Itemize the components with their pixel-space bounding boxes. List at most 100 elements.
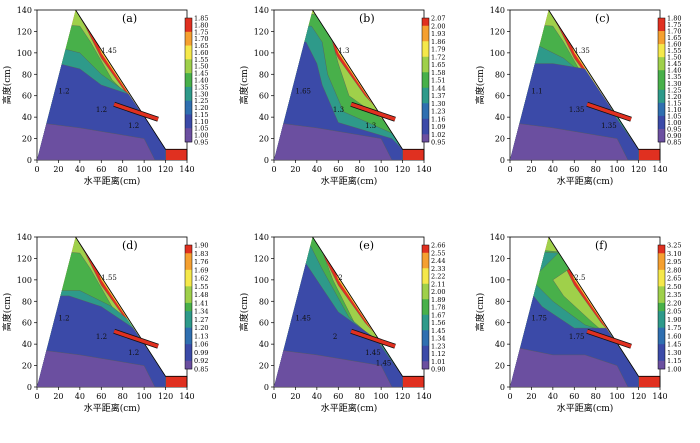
contour-label: 1.3	[333, 106, 344, 114]
y-tick-label: 140	[254, 6, 269, 15]
y-tick-label: 40	[259, 340, 269, 349]
contour-label: 1.75	[569, 333, 585, 341]
y-tick-label: 0	[27, 383, 32, 392]
colorbar-tick-label: 0.92	[194, 357, 208, 365]
x-tick-label: 0	[34, 165, 39, 174]
x-tick-label: 40	[548, 392, 558, 401]
x-tick-label: 40	[312, 165, 322, 174]
y-tick-label: 20	[495, 362, 505, 371]
panel-a: 1.45 1.2 1.2 1.2 (a) 0 20 40 60 80 100 120 140 0 20 40 6…	[1, 6, 208, 187]
panel-label: (b)	[359, 12, 375, 25]
x-tick-label: 120	[395, 165, 410, 174]
colorbar-tick-label: 2.07	[431, 15, 445, 23]
x-tick-label: 100	[137, 165, 152, 174]
colorbar-tick-label: 2.00	[431, 22, 445, 30]
colorbar-tick-label: 2.00	[431, 288, 445, 296]
x-tick-label: 0	[507, 392, 512, 401]
x-tick-label: 120	[395, 392, 410, 401]
colorbar: 3.253.102.952.802.652.502.352.202.051.90…	[657, 242, 681, 374]
y-tick-label: 100	[490, 49, 505, 58]
y-axis-label: 高度(cm)	[238, 293, 250, 332]
colorbar-tick-label: 0.95	[431, 139, 445, 147]
y-tick-label: 80	[22, 297, 32, 306]
x-tick-label: 140	[416, 165, 431, 174]
colorbar-tick-label: 1.78	[431, 304, 445, 312]
panel-c: 1.35 1.1 1.35 1.35 (c) 0 20 40 60 80 100 120 140 0 20 4…	[474, 6, 681, 187]
x-axis-label: 水平距离(cm)	[84, 402, 141, 414]
x-tick-label: 40	[75, 165, 85, 174]
colorbar-tick-label: 1.15	[194, 111, 208, 119]
y-tick-label: 140	[490, 233, 505, 242]
colorbar-tick-label: 1.80	[194, 21, 208, 29]
contour-field	[274, 237, 424, 387]
panel-e: 2 1.45 2 1.45 1.45 (e) 0 20 40 60 80 100 120 140 0 20 40…	[238, 233, 445, 414]
colorbar-tick-label: 1.40	[667, 67, 681, 75]
x-tick-label: 80	[591, 392, 601, 401]
y-tick-label: 80	[259, 297, 269, 306]
colorbar-tick-label: 0.90	[431, 366, 445, 374]
y-tick-label: 40	[22, 113, 32, 122]
anchor-bar	[350, 329, 396, 348]
x-tick-label: 120	[158, 392, 173, 401]
x-tick-label: 20	[526, 165, 536, 174]
colorbar-tick-label: 1.62	[194, 275, 208, 283]
colorbar-tick-label: 1.55	[667, 47, 681, 55]
y-tick-label: 20	[22, 362, 32, 371]
colorbar-tick-label: 1.10	[194, 118, 208, 126]
colorbar-tick-label: 1.25	[667, 86, 681, 94]
x-tick-label: 60	[333, 392, 343, 401]
colorbar-tick-label: 1.55	[194, 56, 208, 64]
contour-label: 1.65	[295, 88, 311, 96]
contour-label: 2	[338, 274, 342, 282]
colorbar-tick-label: 1.90	[667, 316, 681, 324]
colorbar-tick-label: 1.89	[431, 296, 445, 304]
colorbar-tick-label: 0.95	[194, 139, 208, 147]
x-axis-label: 水平距离(cm)	[84, 175, 141, 187]
colorbar-tick-label: 1.65	[667, 34, 681, 42]
anchor-bar	[113, 329, 159, 348]
colorbar-tick-label: 1.60	[667, 41, 681, 49]
colorbar-tick-label: 0.95	[667, 125, 681, 133]
x-tick-label: 20	[526, 392, 536, 401]
colorbar-tick-label: 1.35	[194, 83, 208, 91]
panel-label: (a)	[122, 12, 137, 25]
colorbar-tick-label: 1.70	[667, 28, 681, 36]
colorbar-tick-label: 1.69	[194, 266, 208, 274]
colorbar-tick-label: 1.75	[667, 21, 681, 29]
y-tick-label: 60	[22, 319, 32, 328]
x-tick-label: 140	[652, 165, 667, 174]
colorbar-tick-label: 2.55	[431, 249, 445, 257]
colorbar-tick-label: 1.15	[667, 357, 681, 365]
y-axis-label: 高度(cm)	[1, 293, 13, 332]
colorbar-tick-label: 1.01	[431, 358, 445, 366]
y-tick-label: 40	[495, 113, 505, 122]
x-tick-label: 60	[333, 165, 343, 174]
colorbar-tick-label: 1.37	[431, 92, 445, 100]
colorbar-tick-label: 1.65	[431, 61, 445, 69]
colorbar-tick-label: 0.90	[667, 132, 681, 140]
colorbar: 1.801.751.701.651.601.551.501.451.401.35…	[657, 15, 681, 147]
colorbar-tick-label: 1.72	[431, 53, 445, 61]
colorbar-tick-label: 1.85	[194, 15, 208, 23]
colorbar-tick-label: 1.58	[431, 69, 445, 77]
x-tick-label: 100	[374, 392, 389, 401]
contour-label: 1.2	[58, 88, 69, 96]
contour-label: 1.45	[101, 47, 117, 55]
colorbar-tick-label: 3.10	[667, 250, 681, 258]
colorbar-tick-label: 1.16	[431, 115, 445, 123]
contour-label: 2	[333, 333, 337, 341]
x-tick-label: 20	[290, 392, 300, 401]
y-tick-label: 100	[490, 276, 505, 285]
y-tick-label: 0	[500, 156, 505, 165]
colorbar: 2.662.552.442.332.222.112.001.891.781.67…	[421, 242, 445, 374]
y-tick-label: 80	[22, 70, 32, 79]
colorbar-tick-label: 1.79	[431, 46, 445, 54]
colorbar-tick-label: 1.20	[194, 324, 208, 332]
colorbar-tick-label: 1.20	[667, 93, 681, 101]
x-tick-label: 120	[631, 392, 646, 401]
x-tick-label: 80	[118, 392, 128, 401]
colorbar-tick-label: 1.45	[667, 60, 681, 68]
y-tick-label: 80	[495, 297, 505, 306]
colorbar-tick-label: 0.99	[194, 349, 208, 357]
panel-b: 1.3 1.65 1.3 1.3 (b) 0 20 40 60 80 100 120 140 0 20 40 6…	[238, 6, 445, 187]
